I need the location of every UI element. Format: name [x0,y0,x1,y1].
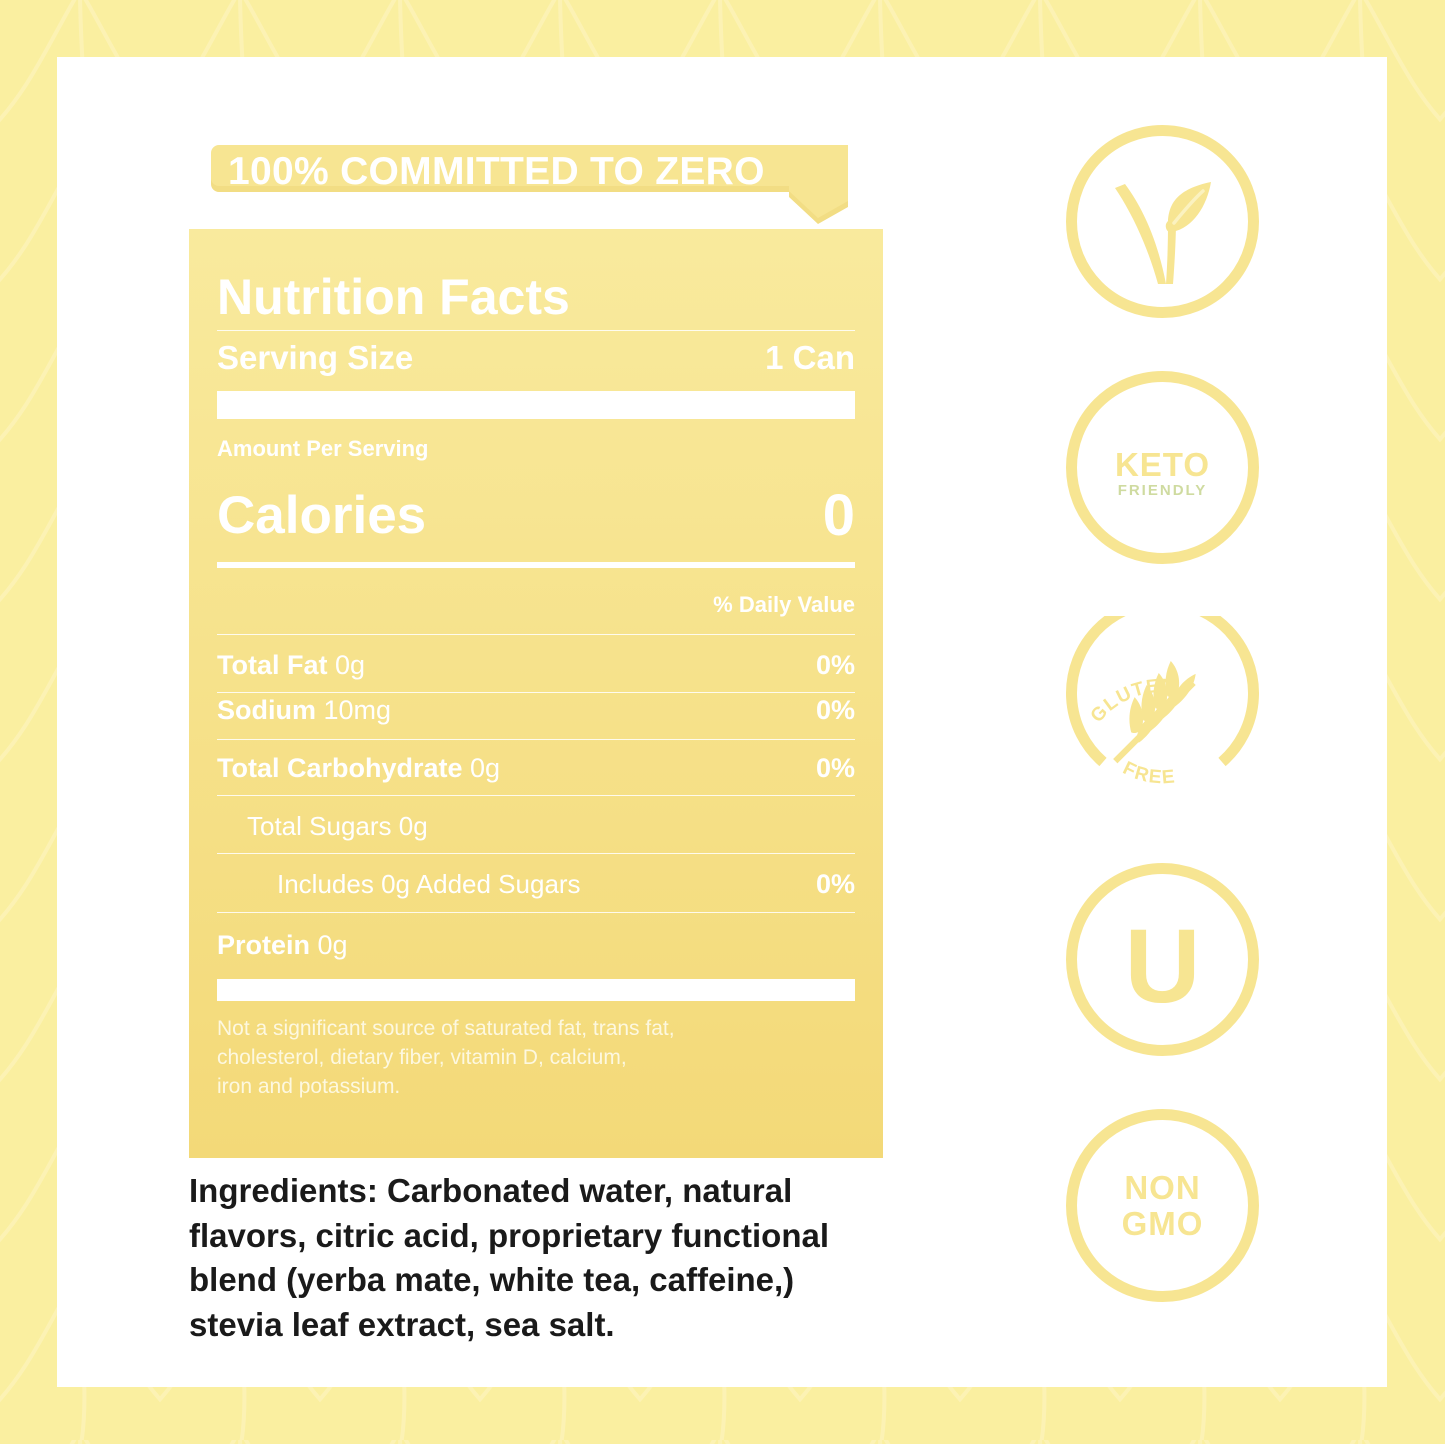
svg-text:FREE: FREE [1119,758,1177,789]
svg-text:U: U [1125,908,1201,1025]
svg-text:GLUTEN: GLUTEN [1087,676,1178,727]
